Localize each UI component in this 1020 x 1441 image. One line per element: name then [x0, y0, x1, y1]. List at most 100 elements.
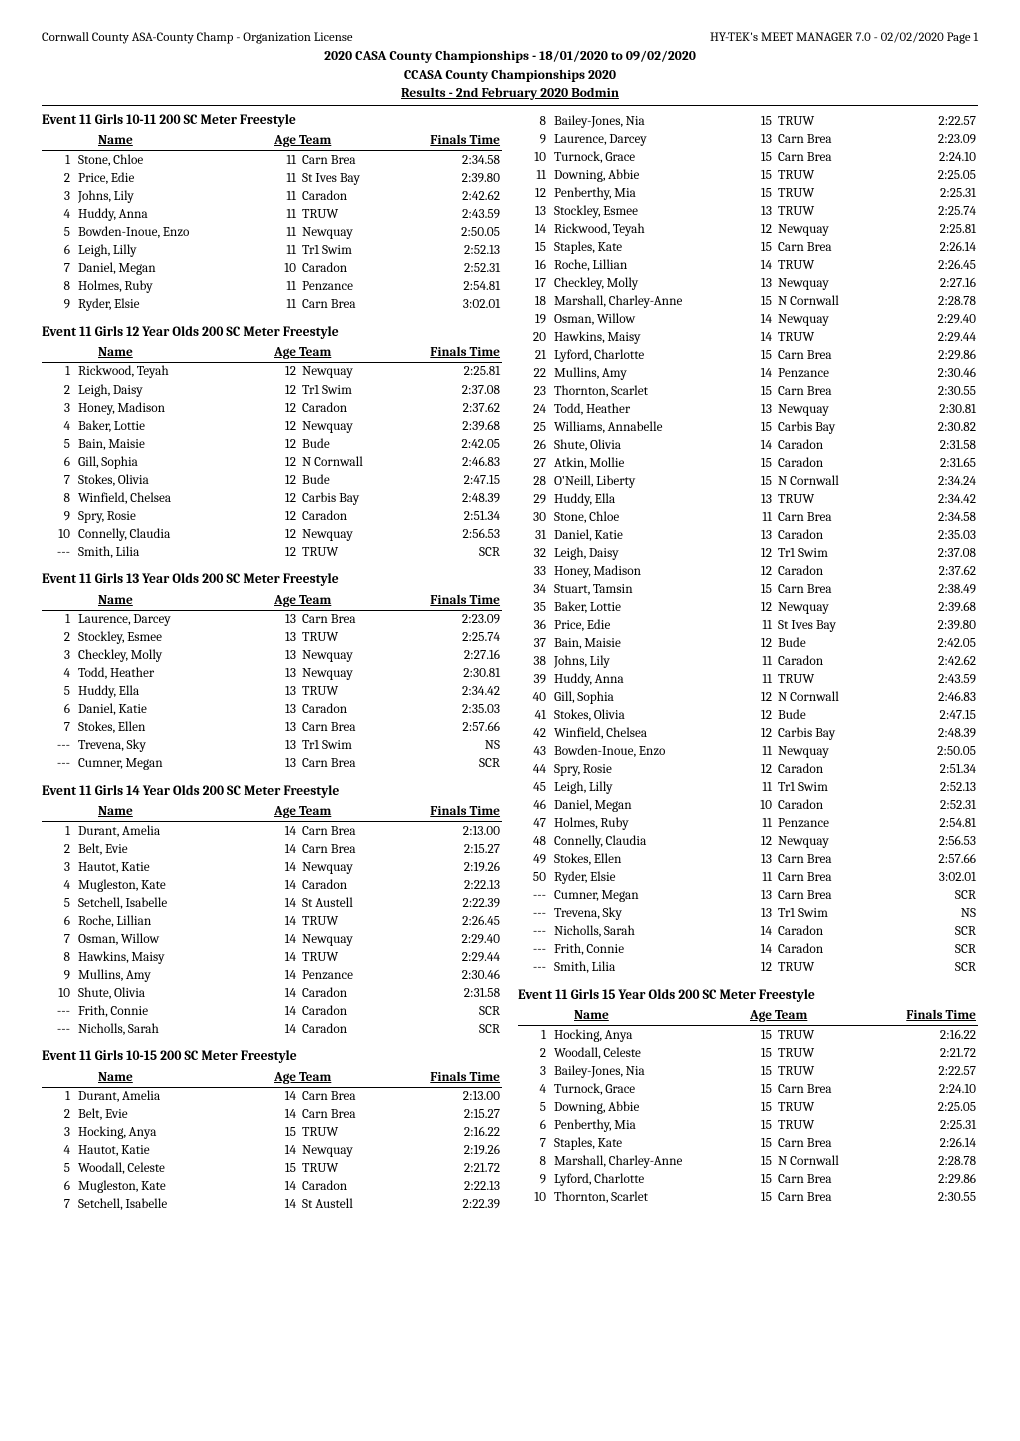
- result-rank: 11: [518, 166, 554, 184]
- result-name: Stokes, Olivia: [78, 471, 274, 489]
- result-row: 2 Belt, Evie 14 Carn Brea 2:15.27: [42, 840, 502, 858]
- result-rank: 6: [42, 1178, 78, 1196]
- result-row: 41 Stokes, Olivia 12 Bude 2:47.15: [518, 707, 978, 725]
- result-time: 2:35.03: [888, 526, 978, 544]
- result-rank: 9: [42, 507, 78, 525]
- result-team: N Cornwall: [778, 689, 888, 707]
- result-rank: 14: [518, 220, 554, 238]
- result-name: Williams, Annabelle: [554, 418, 750, 436]
- result-age: 13: [274, 683, 302, 701]
- result-time: 2:38.49: [888, 580, 978, 598]
- result-name: Cumner, Megan: [554, 887, 750, 905]
- result-name: Price, Edie: [78, 169, 274, 187]
- result-row: 3 Honey, Madison 12 Caradon 2:37.62: [42, 399, 502, 417]
- header-rule: [42, 105, 978, 106]
- result-age: 13: [274, 737, 302, 755]
- result-age: 13: [750, 905, 778, 923]
- result-name: Durant, Amelia: [78, 1087, 274, 1106]
- result-time: 2:52.31: [412, 260, 502, 278]
- result-row: 1 Rickwood, Teyah 12 Newquay 2:25.81: [42, 362, 502, 381]
- result-name: Turnock, Grace: [554, 1080, 750, 1098]
- result-time: 2:24.10: [888, 148, 978, 166]
- result-age: 15: [750, 1170, 778, 1188]
- result-age: 11: [274, 205, 302, 223]
- result-time: 2:34.58: [888, 508, 978, 526]
- result-row: 4 Huddy, Anna 11 TRUW 2:43.59: [42, 205, 502, 223]
- result-rank: ---: [518, 959, 554, 977]
- result-name: Stokes, Ellen: [78, 719, 274, 737]
- result-row: 32 Leigh, Daisy 12 Tr1 Swim 2:37.08: [518, 544, 978, 562]
- result-rank: 5: [518, 1098, 554, 1116]
- result-time: 2:34.42: [412, 683, 502, 701]
- result-age: 12: [274, 453, 302, 471]
- result-age: 11: [750, 616, 778, 634]
- result-name: Rickwood, Teyah: [78, 362, 274, 381]
- result-name: Leigh, Daisy: [554, 544, 750, 562]
- result-time: 2:34.42: [888, 490, 978, 508]
- result-team: Carn Brea: [778, 1188, 888, 1206]
- result-row: 3 Hautot, Katie 14 Newquay 2:19.26: [42, 858, 502, 876]
- result-name: Nicholls, Sarah: [78, 1020, 274, 1038]
- result-age: 11: [750, 671, 778, 689]
- result-team: Carn Brea: [302, 755, 412, 773]
- result-rank: 4: [518, 1080, 554, 1098]
- result-time: 2:24.10: [888, 1080, 978, 1098]
- result-row: 43 Bowden-Inoue, Enzo 11 Newquay 2:50.05: [518, 743, 978, 761]
- result-rank: 7: [42, 930, 78, 948]
- result-name: Lyford, Charlotte: [554, 346, 750, 364]
- result-team: Tr1 Swim: [302, 737, 412, 755]
- result-team: TRUW: [778, 328, 888, 346]
- result-name: Marshall, Charley-Anne: [554, 1152, 750, 1170]
- result-row: 10 Thornton, Scarlet 15 Carn Brea 2:30.5…: [518, 1188, 978, 1206]
- result-row: 1 Durant, Amelia 14 Carn Brea 2:13.00: [42, 1087, 502, 1106]
- column-header-finals-time: Finals Time: [888, 1006, 978, 1026]
- result-row: 2 Stockley, Esmee 13 TRUW 2:25.74: [42, 629, 502, 647]
- event-title: Event 11 Girls 10-11 200 SC Meter Freest…: [42, 112, 502, 129]
- result-team: Carbis Bay: [778, 418, 888, 436]
- column-header-finals-time: Finals Time: [412, 802, 502, 822]
- result-row: --- Smith, Lilia 12 TRUW SCR: [518, 959, 978, 977]
- result-rank: 22: [518, 364, 554, 382]
- result-time: 2:57.66: [412, 719, 502, 737]
- result-name: Mugleston, Kate: [78, 1178, 274, 1196]
- left-column: Event 11 Girls 10-11 200 SC Meter Freest…: [42, 112, 502, 1214]
- result-name: Thornton, Scarlet: [554, 1188, 750, 1206]
- result-time: 2:31.58: [412, 984, 502, 1002]
- result-rank: 30: [518, 508, 554, 526]
- result-age: 14: [750, 436, 778, 454]
- result-name: Gill, Sophia: [554, 689, 750, 707]
- result-row: 8 Hawkins, Maisy 14 TRUW 2:29.44: [42, 948, 502, 966]
- result-team: Tr1 Swim: [778, 544, 888, 562]
- result-row: 9 Spry, Rosie 12 Caradon 2:51.34: [42, 507, 502, 525]
- result-time: 2:19.26: [412, 858, 502, 876]
- result-rank: ---: [42, 755, 78, 773]
- result-age: 13: [274, 701, 302, 719]
- result-row: 6 Penberthy, Mia 15 TRUW 2:25.31: [518, 1116, 978, 1134]
- result-row: 27 Atkin, Mollie 15 Caradon 2:31.65: [518, 454, 978, 472]
- result-age: 13: [750, 400, 778, 418]
- result-team: St Ives Bay: [302, 169, 412, 187]
- result-row: 44 Spry, Rosie 12 Caradon 2:51.34: [518, 761, 978, 779]
- result-rank: 7: [42, 719, 78, 737]
- result-rank: 46: [518, 797, 554, 815]
- result-age: 14: [274, 1087, 302, 1106]
- result-row: 3 Hocking, Anya 15 TRUW 2:16.22: [42, 1124, 502, 1142]
- result-age: 14: [750, 364, 778, 382]
- result-rank: 5: [42, 683, 78, 701]
- result-name: Holmes, Ruby: [554, 815, 750, 833]
- result-time: 2:48.39: [888, 725, 978, 743]
- column-header-finals-time: Finals Time: [412, 343, 502, 363]
- result-row: 29 Huddy, Ella 13 TRUW 2:34.42: [518, 490, 978, 508]
- result-team: Caradon: [302, 876, 412, 894]
- result-name: Setchell, Isabelle: [78, 1196, 274, 1214]
- result-name: Osman, Willow: [78, 930, 274, 948]
- result-team: Penzance: [302, 278, 412, 296]
- result-rank: 3: [42, 187, 78, 205]
- result-row: 22 Mullins, Amy 14 Penzance 2:30.46: [518, 364, 978, 382]
- result-rank: 43: [518, 743, 554, 761]
- header-meet-title: 2020 CASA County Championships - 18/01/2…: [42, 48, 978, 66]
- result-row: 24 Todd, Heather 13 Newquay 2:30.81: [518, 400, 978, 418]
- result-rank: 7: [42, 471, 78, 489]
- result-age: 15: [750, 580, 778, 598]
- result-rank: 27: [518, 454, 554, 472]
